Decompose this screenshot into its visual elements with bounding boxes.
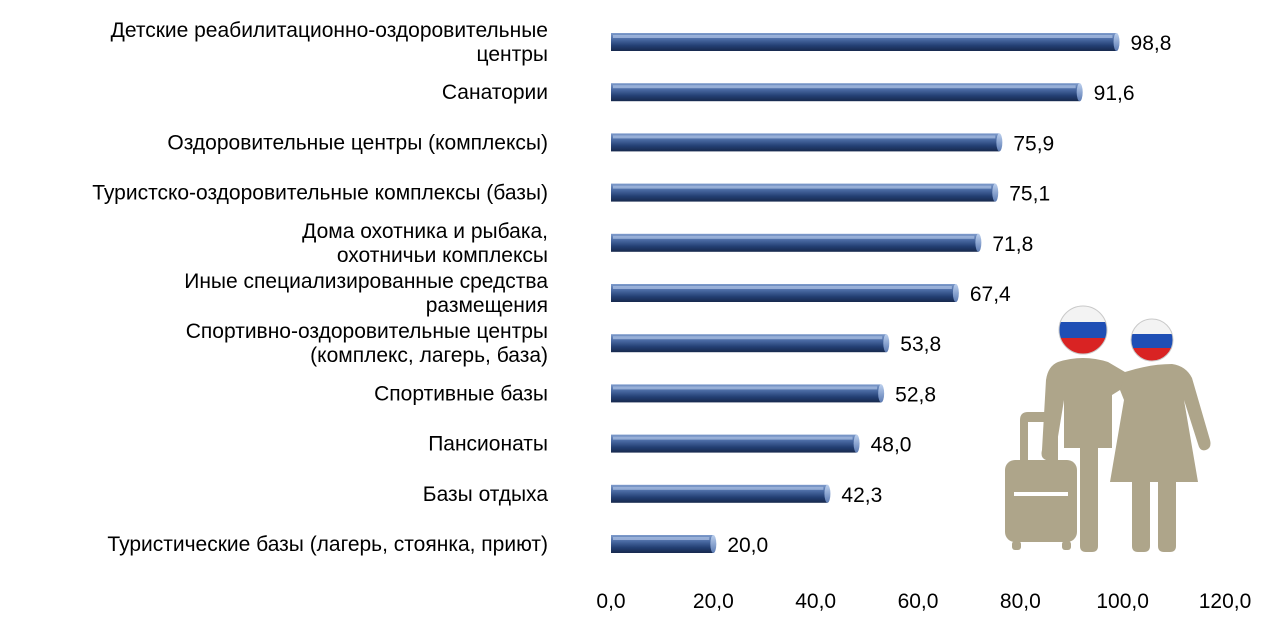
data-label: 52,8 [895, 383, 936, 406]
bar [611, 284, 959, 302]
data-label: 91,6 [1094, 82, 1135, 105]
bar-highlight [613, 35, 1113, 38]
data-label: 71,8 [992, 233, 1033, 256]
bar [611, 334, 890, 353]
x-tick-label: 0,0 [596, 590, 625, 613]
data-label: 98,8 [1131, 32, 1172, 55]
woman-figure-icon [1110, 364, 1211, 552]
bars-layer: 98,8 Детские реабилитационно-оздоровитель… [92, 19, 1171, 557]
data-label: 53,8 [900, 333, 941, 356]
bar-highlight [613, 135, 996, 139]
x-tick-label: 60,0 [898, 590, 939, 613]
category-label: Санатории [442, 81, 548, 104]
data-label: 20,0 [727, 534, 768, 557]
bar-highlight [613, 386, 878, 390]
category-label: Детские реабилитационно-оздоровительные ц… [111, 19, 548, 66]
russian-flag-head-icon [1130, 318, 1174, 362]
bar [611, 384, 885, 403]
bar-highlight [613, 336, 883, 340]
category-label: Иные специализированные средства размещен… [184, 270, 548, 317]
bar-cap [1076, 83, 1083, 102]
category-label: Дома охотника и рыбака, охотничьи комплек… [302, 220, 548, 267]
bar-cap [992, 183, 999, 202]
bar [611, 484, 831, 503]
bar [611, 183, 999, 202]
category-label: Оздоровительные центры (комплексы) [167, 131, 548, 154]
bar-cap [824, 484, 831, 503]
bar [611, 83, 1083, 102]
bar-cap [883, 334, 890, 353]
category-label: Спортивные базы [374, 382, 548, 405]
x-tick-label: 40,0 [795, 590, 836, 613]
category-label: Туристические базы (лагерь, стоянка, при… [107, 533, 548, 556]
bar [611, 133, 1003, 152]
category-label: Туристско-оздоровительные комплексы (баз… [92, 182, 548, 205]
bar-highlight [613, 537, 710, 540]
bar-highlight [613, 185, 992, 189]
x-tick-label: 20,0 [693, 590, 734, 613]
data-label: 75,9 [1013, 132, 1054, 155]
bar-highlight [613, 486, 824, 490]
bar-cap [952, 284, 959, 302]
data-label: 67,4 [970, 283, 1011, 306]
bar-cap [996, 133, 1003, 152]
x-axis: 0,0 20,0 40,0 60,0 80,0 100,0 120,0 [596, 590, 1251, 613]
data-label: 75,1 [1009, 183, 1050, 206]
data-label: 42,3 [841, 484, 882, 507]
bar-cap [878, 384, 885, 403]
bar [611, 535, 717, 553]
bar [611, 33, 1120, 51]
man-figure-icon [1041, 358, 1131, 552]
bar-highlight [613, 436, 853, 440]
category-label: Базы отдыха [423, 483, 549, 506]
bar-highlight [613, 235, 975, 239]
x-tick-label: 120,0 [1199, 590, 1252, 613]
category-label: Спортивно-оздоровительные центры (комплек… [186, 320, 548, 367]
bar-highlight [613, 85, 1076, 89]
bar [611, 233, 982, 252]
category-label: Пансионаты [428, 433, 548, 456]
travellers-illustration [1005, 305, 1211, 552]
bar-highlight [613, 286, 952, 289]
x-tick-label: 100,0 [1096, 590, 1149, 613]
russian-flag-head-icon [1058, 305, 1108, 355]
bar-cap [1113, 33, 1120, 51]
bar-cap [853, 434, 860, 453]
bar-cap [975, 233, 982, 252]
data-label: 48,0 [871, 434, 912, 457]
bar-cap [710, 535, 717, 553]
bar [611, 434, 860, 453]
x-tick-label: 80,0 [1000, 590, 1041, 613]
